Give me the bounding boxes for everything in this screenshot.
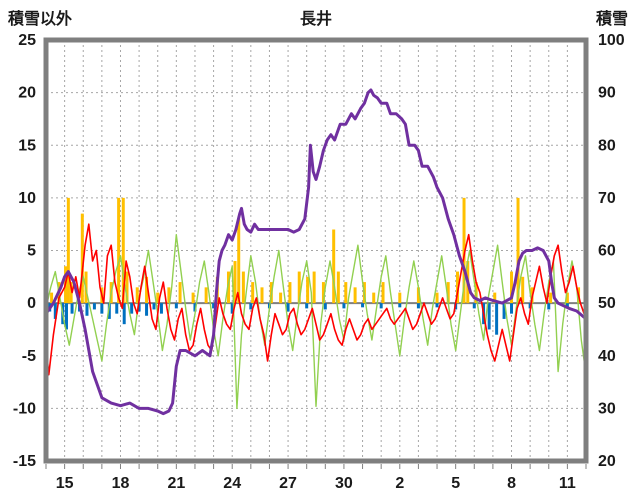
x-axis-day-label: 5	[451, 475, 460, 492]
temperature-line	[45, 223, 587, 376]
x-axis-day-label: 8	[507, 475, 516, 492]
x-axis-day-label: 11	[559, 475, 576, 492]
left-axis-tick-label: 25	[18, 32, 36, 49]
x-axis-day-label: 27	[279, 475, 297, 492]
right-axis-tick-label: 40	[598, 348, 616, 365]
left-axis-tick-label: -10	[13, 400, 36, 417]
chart-title: 長井	[300, 9, 332, 28]
x-axis-day-label: 2	[395, 475, 404, 492]
left-axis-title: 積雪以外	[7, 9, 72, 28]
plot-border	[43, 37, 589, 464]
left-axis-tick-label: 20	[18, 85, 36, 102]
left-axis-tick-label: 10	[18, 190, 36, 207]
left-axis-tick-label: -5	[22, 348, 36, 365]
right-axis-tick-label: 30	[598, 400, 616, 417]
right-axis-tick-label: 100	[598, 32, 625, 49]
right-axis-tick-label: 60	[598, 243, 616, 260]
x-axis-day-label: 15	[56, 475, 74, 492]
right-axis-tick-label: 20	[598, 453, 616, 470]
right-axis-tick-label: 80	[598, 137, 616, 154]
right-axis-title: 積雪	[595, 9, 628, 28]
right-axis-tick-label: 50	[598, 295, 616, 312]
left-axis-tick-label: -15	[13, 453, 36, 470]
left-axis-tick-label: 15	[18, 137, 36, 154]
snow-depth-line	[44, 88, 588, 416]
right-axis-tick-label: 90	[598, 85, 616, 102]
x-axis-day-label: 21	[167, 475, 185, 492]
left-axis-tick-label: 5	[27, 243, 36, 260]
x-axis-day-label: 18	[112, 475, 130, 492]
x-axis-day-label: 30	[335, 475, 353, 492]
left-axis-tick-label: 0	[27, 295, 36, 312]
wind-line	[45, 233, 587, 410]
x-axis-day-label: 24	[223, 475, 241, 492]
right-axis-tick-label: 70	[598, 190, 616, 207]
